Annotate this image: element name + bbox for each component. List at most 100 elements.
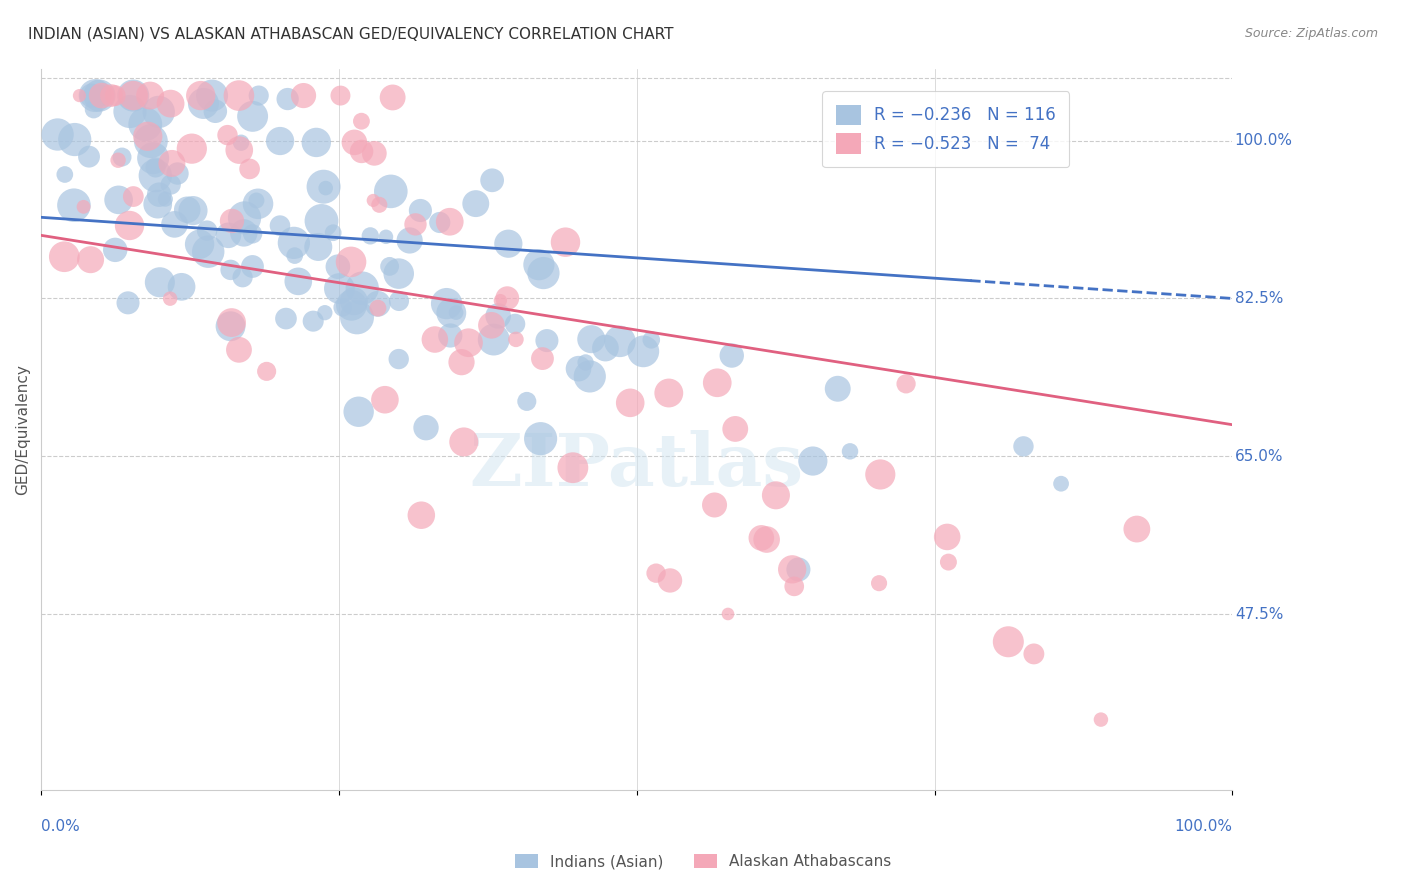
Text: 0.0%: 0.0% [41,819,80,834]
Point [352,281,374,295]
Point [104,243,127,257]
Point [359,228,381,243]
Point [219,319,242,334]
Point [839,444,862,458]
Point [340,298,363,312]
Point [440,306,463,320]
Point [242,260,264,274]
Point [868,576,890,591]
Point [79,252,101,267]
Point [292,88,315,103]
Point [516,394,538,409]
Point [160,156,183,170]
Point [149,275,172,289]
Point [72,200,94,214]
Point [53,168,76,182]
Point [787,562,810,576]
Legend: R = −0.236   N = 116, R = −0.523   N =  74: R = −0.236 N = 116, R = −0.523 N = 74 [823,91,1069,167]
Point [193,96,215,111]
Point [659,574,682,588]
Point [363,146,385,161]
Point [104,88,127,103]
Point [869,467,891,482]
Point [531,351,554,366]
Point [242,109,264,123]
Point [77,150,100,164]
Point [361,194,384,208]
Text: 47.5%: 47.5% [1234,607,1284,622]
Point [368,198,391,212]
Point [180,142,202,156]
Point [1090,713,1112,727]
Point [100,88,122,103]
Point [457,335,479,350]
Point [89,88,111,103]
Point [188,237,211,252]
Point [640,333,662,347]
Point [287,274,309,288]
Point [239,161,262,176]
Point [706,376,728,390]
Point [444,305,467,319]
Point [411,508,433,523]
Text: Source: ZipAtlas.com: Source: ZipAtlas.com [1244,27,1378,40]
Point [63,132,86,146]
Point [190,88,212,103]
Text: INDIAN (ASIAN) VS ALASKAN ATHABASCAN GED/EQUIVALENCY CORRELATION CHART: INDIAN (ASIAN) VS ALASKAN ATHABASCAN GED… [28,27,673,42]
Point [436,296,458,310]
Point [326,260,349,274]
Point [148,104,170,119]
Point [195,224,218,238]
Point [228,143,250,157]
Point [658,386,681,401]
Point [217,228,239,243]
Point [343,294,366,309]
Point [533,266,555,280]
Point [181,203,204,218]
Point [80,88,103,103]
Point [783,579,806,593]
Point [228,343,250,357]
Point [217,128,239,142]
Point [269,219,291,233]
Point [1012,439,1035,453]
Point [312,179,335,194]
Point [111,150,134,164]
Point [595,341,617,355]
Point [378,260,401,274]
Point [464,196,486,211]
Point [554,235,576,250]
Point [619,396,641,410]
Point [561,460,583,475]
Point [229,136,252,150]
Point [332,301,354,315]
Point [503,317,526,331]
Point [720,349,742,363]
Point [107,193,129,207]
Point [367,301,389,315]
Point [228,88,250,103]
Point [439,328,461,343]
Point [232,226,254,240]
Point [159,96,181,111]
Point [89,88,111,103]
Point [163,218,186,232]
Point [347,405,370,419]
Point [496,291,519,305]
Point [256,364,278,378]
Point [242,227,264,241]
Point [148,187,170,202]
Point [329,88,352,103]
Point [801,454,824,468]
Point [315,181,337,195]
Point [1126,522,1149,536]
Point [703,498,725,512]
Y-axis label: GED/Equivalency: GED/Equivalency [15,364,30,495]
Point [155,192,177,206]
Point [409,203,432,218]
Point [145,161,167,175]
Point [780,562,803,576]
Text: 82.5%: 82.5% [1234,291,1284,306]
Point [340,255,363,269]
Point [645,566,668,581]
